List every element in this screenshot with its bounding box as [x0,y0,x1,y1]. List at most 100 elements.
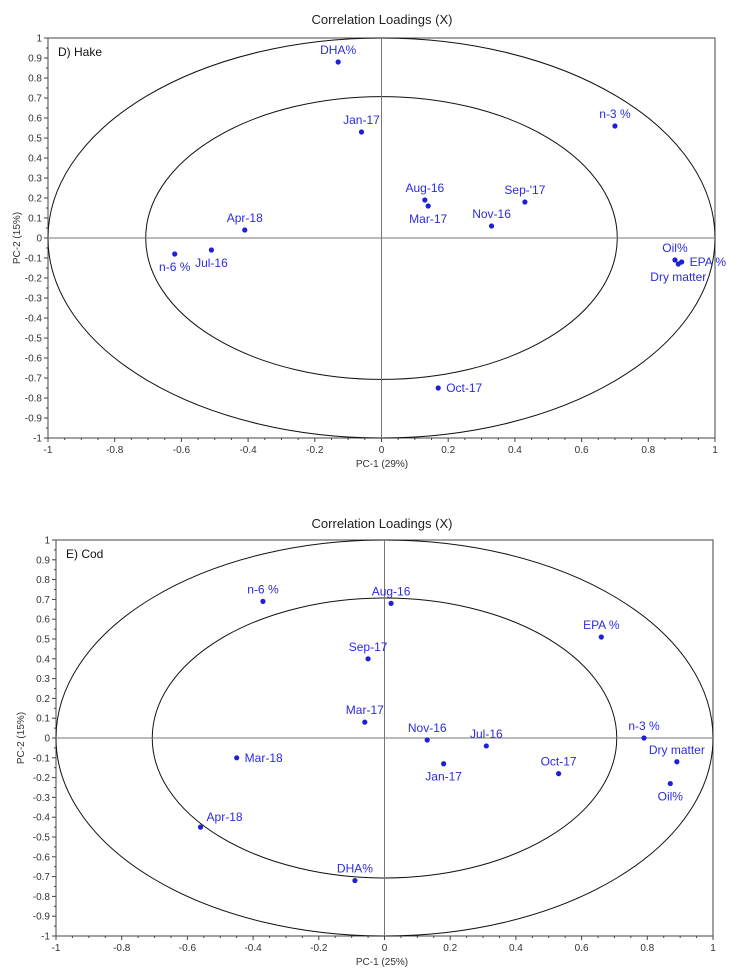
point-label: Sep-'17 [504,183,545,197]
x-tick-label: -0.2 [306,445,324,456]
y-axis-label: PC-2 (15%) [12,212,23,264]
zero-lines [48,38,715,438]
y-tick-label: 0.4 [28,154,42,165]
data-point [260,598,266,604]
y-tick-label: -0.9 [25,414,43,425]
y-tick-label: 0.5 [36,635,50,646]
y-tick-label: 0.1 [28,214,42,225]
x-tick-label: -0.8 [106,445,124,456]
data-point [612,123,618,129]
x-tick-label: -1 [52,943,61,954]
y-tick-label: 0 [36,234,42,245]
y-tick-label: 0.8 [36,575,50,586]
y-tick-label: -0.3 [33,793,51,804]
x-tick-label: 0 [382,943,388,954]
point-label: Aug-16 [406,181,445,195]
x-tick-label: 0.2 [441,445,455,456]
point-label: EPA % [583,618,620,632]
chart-title: Correlation Loadings (X) [312,12,453,27]
point-label: Apr-18 [207,810,243,824]
x-tick-label: -0.2 [310,943,328,954]
point-label: Jan-17 [425,770,462,784]
data-point [388,600,394,606]
x-tick-label: -0.4 [239,445,257,456]
point-label: Nov-16 [472,207,511,221]
y-tick-label: 0.7 [28,94,42,105]
x-tick-label: 1 [710,943,716,954]
point-label: Oil% [662,241,688,255]
point-label: DHA% [320,43,356,57]
data-point [667,780,673,787]
point-label: n-3 % [599,107,631,121]
y-tick-label: 0.7 [36,595,50,606]
x-tick-label: 0.6 [575,445,589,456]
point-label: Jan-17 [343,113,380,127]
y-tick-labels: 1 0.9 0.8 0.7 0.6 0.5 0.4 0.3 0.2 0.1 0 -0.1 -0.2 -0.… [25,34,43,445]
chart-hake: Correlation Loadings (X) D) Hake -1 -0.8 -… [12,12,726,470]
point-label: DHA% [337,862,373,876]
x-tick-label: -0.6 [179,943,197,954]
data-point [435,385,441,391]
point-label: n-3 % [628,719,660,733]
panel-label: D) Hake [58,45,102,59]
y-tick-label: -0.8 [25,394,43,405]
x-tick-label: 0.6 [575,943,589,954]
y-axis-label: PC-2 (15%) [16,712,27,764]
data-point [675,261,681,267]
data-point [365,656,371,662]
data-point [422,197,428,203]
y-tick-label: 0.3 [36,674,50,685]
data-point [358,129,365,135]
y-tick-label: 0.9 [36,555,50,566]
data-point [441,761,447,767]
data-point [598,634,604,640]
y-tick-label: -0.8 [33,892,51,903]
data-point [242,227,248,233]
point-label: Mar-18 [245,751,283,765]
x-tick-label: -0.8 [113,943,131,954]
y-tick-label: -0.4 [25,314,43,325]
y-tick-label: -0.1 [33,753,51,764]
axis-ticks [44,37,716,442]
x-axis-label: PC-1 (29%) [356,459,408,470]
y-tick-label: -0.2 [33,773,51,784]
panel-label: E) Cod [66,547,103,561]
y-tick-label: 0.6 [28,114,42,125]
point-label: Jul-16 [195,256,228,270]
data-point [172,251,178,257]
y-tick-label: 0.1 [36,714,50,725]
y-tick-label: 0.4 [36,654,50,665]
chart-title: Correlation Loadings (X) [312,516,453,531]
y-tick-label: 1 [36,34,42,45]
y-tick-label: -1 [33,434,42,445]
point-label: Mar-17 [409,212,447,226]
y-tick-label: -0.7 [33,872,51,883]
point-label: Nov-16 [408,721,447,735]
x-tick-label: 0 [379,445,385,456]
point-label: Mar-17 [346,703,384,717]
y-tick-label: 0.5 [28,134,42,145]
y-tick-label: -0.7 [25,374,43,385]
point-label: EPA % [690,255,727,269]
y-tick-label: -0.3 [25,294,43,305]
data-point [483,743,489,749]
data-point [674,759,680,765]
y-tick-label: 0 [44,734,50,745]
y-tick-label: 0.3 [28,174,42,185]
y-tick-label: -0.6 [33,852,51,863]
y-tick-label: 0.8 [28,74,42,85]
x-tick-label: 0.4 [509,943,523,954]
point-label: Dry matter [649,743,705,757]
y-tick-label: 0.6 [36,615,50,626]
data-point [522,199,528,205]
data-point [352,877,358,884]
x-tick-label: 0.8 [640,943,654,954]
data-point [488,223,495,229]
data-point [641,735,647,741]
chart-cod: Correlation Loadings (X) E) Cod -1 -0.8 -0… [16,516,716,968]
data-point [672,257,678,263]
y-tick-label: -0.6 [25,354,43,365]
point-label: Oct-17 [541,755,577,769]
y-tick-label: -1 [41,932,50,943]
